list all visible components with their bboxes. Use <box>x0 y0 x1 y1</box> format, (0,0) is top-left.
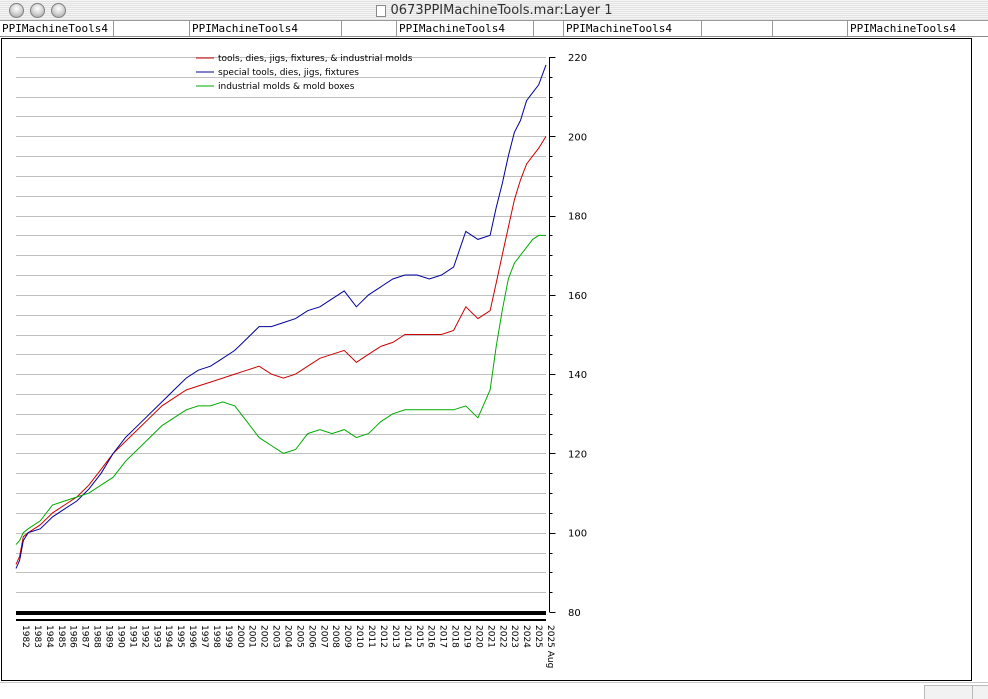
layer-column-cell[interactable] <box>114 21 190 36</box>
layer-column-cell[interactable]: PPIMachineTools4 <box>0 21 114 36</box>
minimize-window-button[interactable] <box>30 3 45 18</box>
right-gutter <box>974 38 988 681</box>
window-title-wrap: 0673PPIMachineTools.mar:Layer 1 <box>0 0 988 21</box>
resize-grip-icon[interactable] <box>972 685 988 699</box>
layer-column-cell[interactable] <box>773 21 848 36</box>
layer-column-cell[interactable] <box>534 21 564 36</box>
close-window-button[interactable] <box>9 3 24 18</box>
horizontal-scroll-area[interactable] <box>924 685 972 699</box>
chart-canvas[interactable] <box>1 38 972 681</box>
layer-column-cell[interactable] <box>342 21 397 36</box>
window-bottom-strip <box>0 682 988 699</box>
layer-column-strip: PPIMachineTools4 PPIMachineTools4 PPIMac… <box>0 21 988 37</box>
document-icon <box>375 4 386 17</box>
layer-column-cell[interactable] <box>702 21 773 36</box>
layer-column-cell[interactable]: PPIMachineTools4 <box>564 21 702 36</box>
window-titlebar: 0673PPIMachineTools.mar:Layer 1 <box>0 0 988 21</box>
layer-column-cell[interactable]: PPIMachineTools4 <box>850 22 956 35</box>
layer-column-cell[interactable]: PPIMachineTools4 <box>190 21 342 36</box>
window-title: 0673PPIMachineTools.mar:Layer 1 <box>390 3 613 18</box>
zoom-window-button[interactable] <box>51 3 66 18</box>
layer-column-cell[interactable]: PPIMachineTools4 <box>397 21 534 36</box>
